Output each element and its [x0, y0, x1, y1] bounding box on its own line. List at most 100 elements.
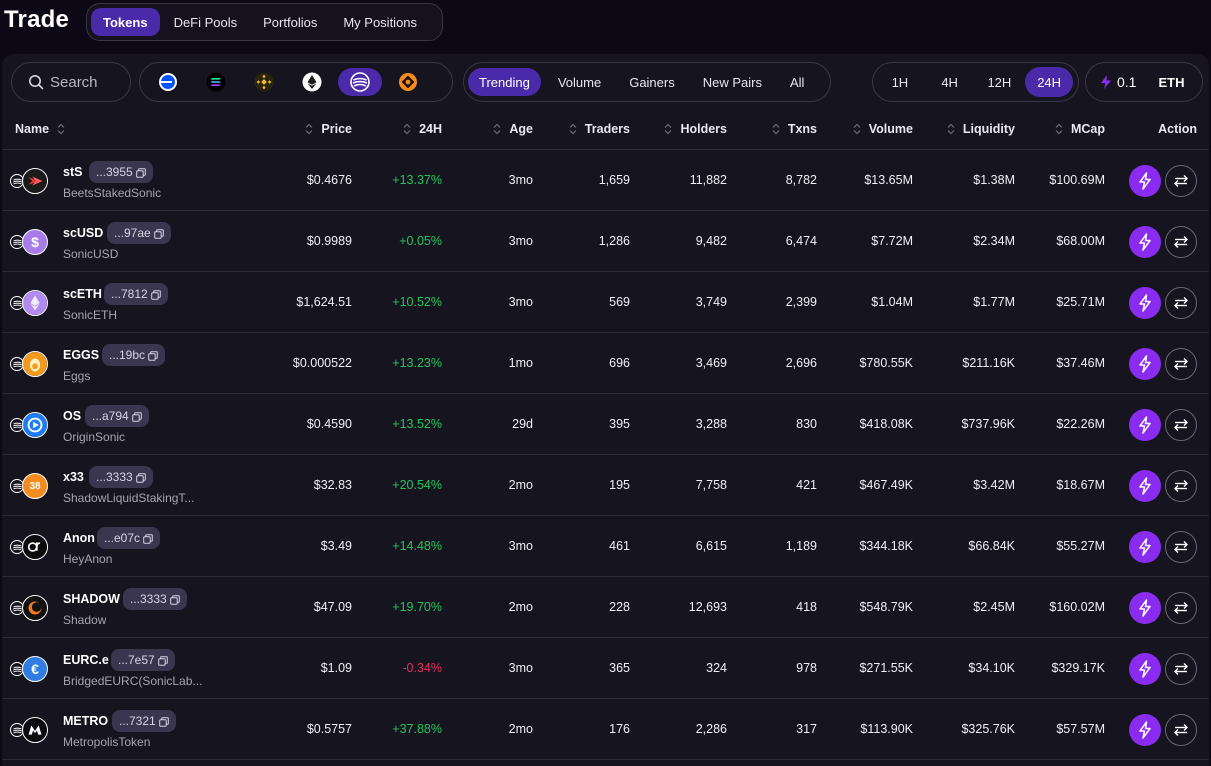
table-row[interactable]: METRO ...7321 MetropolisToken $0.5757 +37.88… — [2, 699, 1209, 760]
table-row[interactable]: SHADOW ...3333 Shadow $47.09 +19.70% 2mo 228 12… — [2, 577, 1209, 638]
contract-address-pill[interactable]: ...3333 — [89, 466, 153, 488]
token-symbol[interactable]: SHADOW — [63, 592, 120, 606]
token-symbol[interactable]: EURC.e — [63, 653, 109, 667]
swap-button[interactable] — [1165, 226, 1197, 258]
column-header-mcap[interactable]: MCap — [1055, 122, 1105, 136]
contract-address-pill[interactable]: ...3955 — [89, 161, 153, 183]
contract-address-pill[interactable]: ...7812 — [104, 283, 168, 305]
age-cell: 3mo — [508, 539, 533, 553]
timeframe-4h[interactable]: 4H — [941, 74, 958, 90]
contract-address-pill[interactable]: ...e07c — [97, 527, 161, 549]
token-symbol[interactable]: EGGS — [63, 348, 100, 362]
copy-icon[interactable] — [135, 472, 146, 483]
quick-buy-button[interactable] — [1129, 653, 1161, 685]
table-row[interactable]: € EURC.e ...7e57 BridgedEURC(SonicLab... $1.… — [2, 638, 1209, 699]
column-header-txns[interactable]: Txns — [772, 122, 817, 136]
sort-tab-volume[interactable]: Volume — [557, 74, 602, 90]
sort-tab-trending[interactable]: Trending — [468, 68, 541, 96]
swap-button[interactable] — [1165, 653, 1197, 685]
tab-defi-pools[interactable]: DeFi Pools — [173, 14, 238, 30]
sort-tab-new-pairs[interactable]: New Pairs — [702, 74, 762, 90]
quick-buy-button[interactable] — [1129, 409, 1161, 441]
copy-icon[interactable] — [131, 411, 142, 422]
table-row[interactable]: stS ...3955 BeetsStakedSonic $0.4676 +13.37%… — [2, 150, 1209, 211]
swap-button[interactable] — [1165, 287, 1197, 319]
quick-buy-currency[interactable]: ETH — [1158, 74, 1185, 90]
chain-option-other[interactable] — [386, 68, 430, 96]
quick-buy-button[interactable] — [1129, 287, 1161, 319]
token-symbol[interactable]: OS — [63, 409, 82, 423]
quick-buy-amount[interactable]: 0.1 ETH — [1085, 62, 1203, 102]
quick-buy-button[interactable] — [1129, 348, 1161, 380]
chain-option-solana[interactable] — [194, 68, 238, 96]
column-header-liquidity[interactable]: Liquidity — [947, 122, 1015, 136]
table-row[interactable]: 38 x33 ...3333 ShadowLiquidStakingT... $32.8… — [2, 455, 1209, 516]
tab-my-positions[interactable]: My Positions — [343, 14, 418, 30]
column-header-age[interactable]: Age — [493, 122, 533, 136]
table-row[interactable]: OS ...a794 OriginSonic $0.4590 +13.52% 29d 395… — [2, 394, 1209, 455]
swap-button[interactable] — [1165, 348, 1197, 380]
chain-option-bnb[interactable] — [242, 68, 286, 96]
quick-buy-button[interactable] — [1129, 592, 1161, 624]
quick-buy-button[interactable] — [1129, 165, 1161, 197]
quick-buy-button[interactable] — [1129, 226, 1161, 258]
swap-button[interactable] — [1165, 714, 1197, 746]
copy-icon[interactable] — [157, 655, 168, 666]
column-header-holders[interactable]: Holders — [664, 122, 727, 136]
timeframe-1h[interactable]: 1H — [891, 74, 909, 90]
column-header-name[interactable]: Name — [15, 122, 65, 136]
contract-address-pill[interactable]: ...7e57 — [111, 649, 175, 671]
swap-arrows-icon — [1173, 540, 1189, 554]
quick-buy-button[interactable] — [1129, 470, 1161, 502]
swap-button[interactable] — [1165, 165, 1197, 197]
contract-address-pill[interactable]: ...97ae — [107, 222, 171, 244]
column-header-traders[interactable]: Traders — [569, 122, 630, 136]
copy-icon[interactable] — [148, 350, 158, 361]
contract-address-pill[interactable]: ...a794 — [85, 405, 149, 427]
copy-icon[interactable] — [169, 594, 180, 605]
chain-option-ethereum[interactable] — [290, 68, 334, 96]
table-row[interactable]: scETH ...7812 SonicETH $1,624.51 +10.52% 3mo 5… — [2, 272, 1209, 333]
chain-option-sonic[interactable] — [338, 68, 382, 96]
column-header-volume[interactable]: Volume — [853, 122, 913, 136]
copy-icon[interactable] — [150, 289, 161, 300]
token-symbol[interactable]: stS — [63, 165, 83, 179]
copy-icon[interactable] — [153, 228, 164, 239]
sort-tab-gainers[interactable]: Gainers — [629, 74, 675, 90]
token-symbol[interactable]: METRO — [63, 714, 109, 728]
table-row[interactable]: $ scUSD ...97ae SonicUSD $0.9989 +0.05% 3mo 1,2… — [2, 211, 1209, 272]
table-row[interactable]: Anon ...e07c HeyAnon $3.49 +14.48% 3mo 461 6,61… — [2, 516, 1209, 577]
copy-icon[interactable] — [158, 716, 169, 727]
chain-option-base[interactable] — [146, 68, 190, 96]
swap-button[interactable] — [1165, 470, 1197, 502]
contract-address-pill[interactable]: ...3333 — [123, 588, 187, 610]
contract-address-pill[interactable]: ...7321 — [112, 710, 176, 732]
table-row[interactable]: EGGS ...19bc Eggs $0.000522 +13.23% 1mo 696 3,4… — [2, 333, 1209, 394]
sort-tab-all[interactable]: All — [789, 74, 805, 90]
contract-address-pill[interactable]: ...19bc — [102, 344, 166, 366]
search-box[interactable] — [11, 62, 131, 102]
swap-button[interactable] — [1165, 592, 1197, 624]
swap-button[interactable] — [1165, 409, 1197, 441]
copy-icon[interactable] — [135, 167, 146, 178]
tab-portfolios[interactable]: Portfolios — [263, 14, 318, 30]
mcap-cell: $37.46M — [1056, 356, 1105, 370]
column-header-price[interactable]: Price — [305, 122, 352, 136]
mcap-cell: $18.67M — [1056, 478, 1105, 492]
search-input[interactable] — [50, 73, 120, 91]
timeframe-24h[interactable]: 24H — [1025, 67, 1073, 97]
change-24h-cell: +20.54% — [392, 478, 442, 492]
volume-cell: $780.55K — [859, 356, 913, 370]
tab-tokens[interactable]: Tokens — [91, 8, 160, 36]
column-header-change[interactable]: 24H — [403, 122, 442, 136]
token-symbol[interactable]: x33 — [63, 470, 84, 484]
mcap-cell: $160.02M — [1049, 600, 1105, 614]
token-symbol[interactable]: Anon — [63, 531, 95, 545]
copy-icon[interactable] — [143, 533, 153, 544]
token-symbol[interactable]: scETH — [63, 287, 102, 301]
swap-button[interactable] — [1165, 531, 1197, 563]
quick-buy-button[interactable] — [1129, 531, 1161, 563]
token-symbol[interactable]: scUSD — [63, 226, 104, 240]
timeframe-12h[interactable]: 12H — [987, 74, 1012, 90]
quick-buy-button[interactable] — [1129, 714, 1161, 746]
